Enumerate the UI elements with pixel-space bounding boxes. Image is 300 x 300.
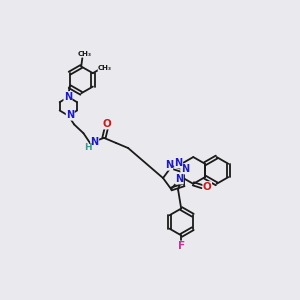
Text: N: N <box>175 158 183 168</box>
Text: N: N <box>64 92 72 101</box>
Text: CH₃: CH₃ <box>98 65 112 71</box>
Text: N: N <box>175 174 183 184</box>
Text: F: F <box>178 241 185 251</box>
Text: N: N <box>165 160 173 170</box>
Text: N: N <box>66 110 74 120</box>
Text: O: O <box>103 119 111 129</box>
Text: N: N <box>181 164 189 174</box>
Text: N: N <box>91 137 99 147</box>
Text: H: H <box>84 143 92 152</box>
Text: CH₃: CH₃ <box>77 51 91 57</box>
Text: O: O <box>203 182 212 192</box>
